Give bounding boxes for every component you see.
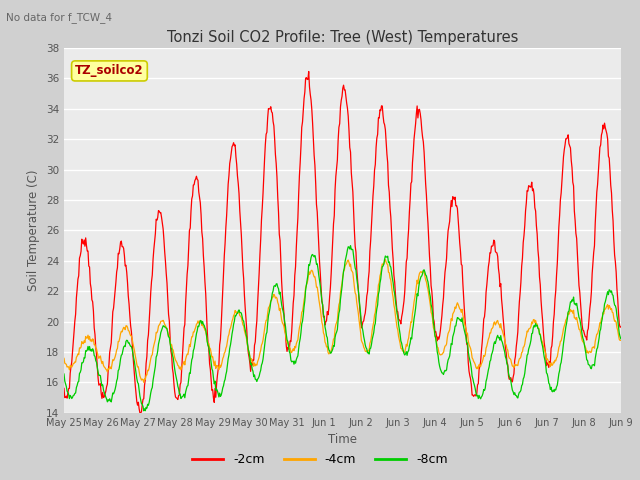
-4cm	[185, 347, 193, 352]
-2cm	[617, 324, 625, 330]
Legend: -2cm, -4cm, -8cm: -2cm, -4cm, -8cm	[187, 448, 453, 471]
-2cm	[214, 367, 222, 373]
-4cm	[60, 356, 68, 361]
-8cm	[140, 408, 148, 414]
-8cm	[428, 305, 436, 311]
-8cm	[347, 243, 355, 249]
-4cm	[412, 290, 419, 296]
-8cm	[70, 392, 78, 398]
X-axis label: Time: Time	[328, 433, 357, 446]
Line: -8cm: -8cm	[64, 246, 621, 411]
-4cm	[127, 333, 135, 339]
-2cm	[428, 289, 436, 295]
-8cm	[617, 336, 625, 342]
-2cm	[412, 121, 419, 127]
Text: No data for f_TCW_4: No data for f_TCW_4	[6, 12, 113, 23]
-4cm	[381, 257, 389, 263]
-4cm	[214, 364, 222, 370]
-4cm	[70, 360, 78, 366]
-8cm	[60, 371, 68, 377]
Line: -4cm: -4cm	[64, 260, 621, 383]
-2cm	[136, 410, 144, 416]
-2cm	[185, 245, 193, 251]
-4cm	[140, 380, 148, 385]
Y-axis label: Soil Temperature (C): Soil Temperature (C)	[28, 169, 40, 291]
-8cm	[214, 390, 222, 396]
-8cm	[185, 377, 193, 383]
-2cm	[305, 69, 312, 74]
-2cm	[127, 329, 135, 335]
-4cm	[617, 337, 625, 343]
-4cm	[428, 312, 436, 317]
-2cm	[60, 385, 68, 391]
-8cm	[127, 344, 135, 349]
Title: Tonzi Soil CO2 Profile: Tree (West) Temperatures: Tonzi Soil CO2 Profile: Tree (West) Temp…	[166, 30, 518, 46]
Text: TZ_soilco2: TZ_soilco2	[75, 64, 144, 77]
-8cm	[412, 306, 419, 312]
Line: -2cm: -2cm	[64, 72, 621, 413]
-2cm	[70, 329, 78, 335]
